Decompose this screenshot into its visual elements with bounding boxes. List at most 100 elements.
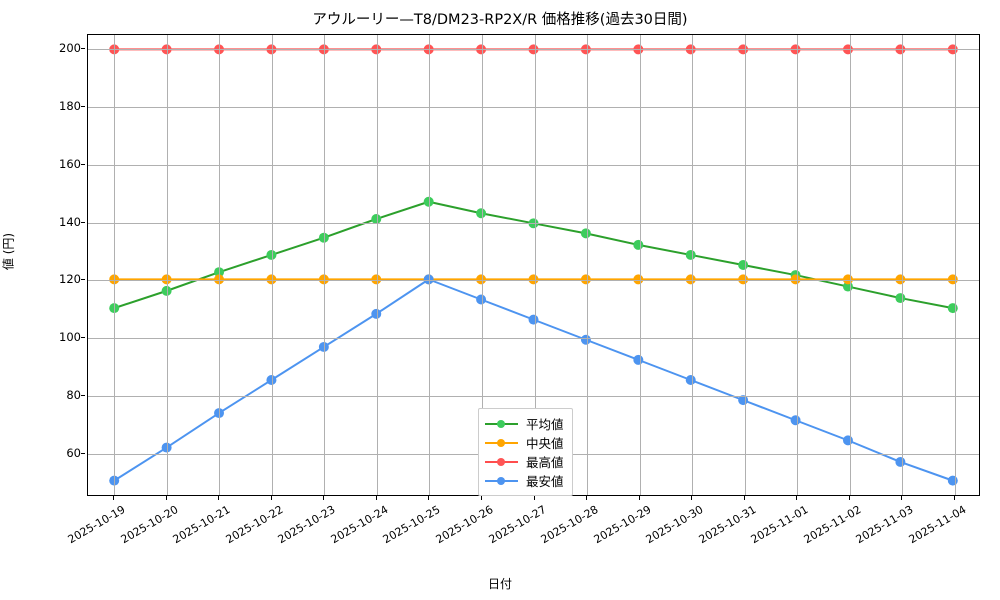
x-tick-mark: [323, 496, 325, 500]
data-point-marker: [423, 196, 434, 207]
data-point-marker: [214, 44, 225, 55]
x-gridline: [902, 35, 904, 495]
data-point-marker: [738, 260, 749, 270]
legend-label: 中央値: [526, 436, 564, 451]
legend-label: 平均値: [526, 417, 564, 432]
x-tick-mark: [113, 496, 115, 500]
x-gridline: [534, 35, 536, 495]
x-gridline: [481, 35, 483, 495]
y-tick-mark: [81, 48, 85, 50]
data-point-marker: [371, 308, 382, 319]
x-gridline: [849, 35, 851, 495]
data-point-marker: [790, 415, 801, 426]
data-point-marker: [947, 274, 958, 285]
data-point-marker: [109, 274, 120, 285]
x-gridline: [744, 35, 746, 495]
data-point-marker: [580, 274, 591, 285]
x-gridline: [797, 35, 799, 495]
data-point-marker: [842, 435, 853, 446]
y-tick-label: 180: [59, 99, 81, 114]
data-point-marker: [423, 274, 434, 285]
data-point-marker: [580, 334, 591, 345]
y-tick-mark: [81, 279, 85, 281]
legend-item[interactable]: 平均値: [485, 414, 564, 433]
x-tick-mark: [796, 496, 798, 500]
data-point-marker: [580, 44, 591, 55]
y-gridline: [88, 107, 979, 109]
data-point-marker: [266, 375, 277, 385]
x-tick-mark: [270, 496, 272, 500]
x-axis-label: 日付: [487, 577, 512, 591]
y-tick-mark: [81, 337, 85, 339]
x-gridline: [324, 35, 326, 495]
data-point-marker: [947, 475, 958, 486]
data-point-marker: [685, 274, 696, 285]
legend-swatch-icon: [485, 418, 518, 430]
data-point-marker: [214, 408, 225, 419]
legend-item[interactable]: 最安値: [485, 471, 564, 490]
data-point-marker: [109, 475, 120, 486]
legend-item[interactable]: 中央値: [485, 433, 564, 452]
x-tick-mark: [901, 496, 903, 500]
x-gridline: [639, 35, 641, 495]
x-gridline: [429, 35, 431, 495]
y-tick-label: 100: [59, 330, 81, 345]
y-tick-label: 140: [59, 214, 81, 229]
x-tick-mark: [165, 496, 167, 500]
data-point-marker: [895, 274, 906, 285]
data-point-marker: [161, 44, 172, 55]
data-point-marker: [685, 375, 696, 385]
y-gridline: [88, 395, 979, 397]
y-tick-label: 80: [66, 387, 81, 402]
data-point-marker: [161, 442, 172, 453]
y-tick-mark: [81, 106, 85, 108]
y-tick-mark: [81, 163, 85, 165]
data-point-marker: [528, 314, 539, 325]
x-gridline: [954, 35, 956, 495]
data-point-marker: [842, 274, 853, 285]
data-point-marker: [371, 44, 382, 55]
data-point-marker: [423, 44, 434, 55]
y-tick-mark: [81, 394, 85, 396]
legend-label: 最安値: [526, 474, 564, 489]
data-point-marker: [580, 228, 591, 239]
data-point-marker: [633, 44, 644, 55]
legend-label: 最高値: [526, 455, 564, 470]
y-gridline: [88, 222, 979, 224]
legend-item[interactable]: 最高値: [485, 452, 564, 471]
x-tick-mark: [428, 496, 430, 500]
chart-legend: 平均値中央値最高値最安値: [478, 408, 573, 496]
data-point-marker: [895, 293, 906, 304]
x-tick-mark: [533, 496, 535, 500]
data-point-marker: [109, 44, 120, 55]
x-tick-mark: [638, 496, 640, 500]
x-gridline: [114, 35, 116, 495]
y-tick-label: 60: [66, 445, 81, 460]
x-gridline: [587, 35, 589, 495]
data-point-marker: [895, 456, 906, 467]
legend-swatch-icon: [485, 437, 518, 449]
data-point-marker: [476, 274, 487, 285]
data-point-marker: [318, 274, 329, 285]
data-point-marker: [476, 44, 487, 55]
y-tick-mark: [81, 221, 85, 223]
data-point-marker: [633, 239, 644, 250]
data-point-marker: [266, 274, 277, 285]
data-point-marker: [214, 274, 225, 285]
data-point-marker: [266, 249, 277, 260]
data-point-marker: [214, 267, 225, 278]
chart-title: アウルーリー—T8/DM23-RP2X/R 価格推移(過去30日間): [312, 12, 688, 28]
x-tick-mark: [375, 496, 377, 500]
data-point-marker: [476, 208, 487, 219]
data-point-marker: [528, 44, 539, 55]
y-gridline: [88, 338, 979, 340]
x-tick-mark: [586, 496, 588, 500]
x-tick-mark: [218, 496, 220, 500]
data-point-marker: [528, 274, 539, 285]
x-tick-mark: [848, 496, 850, 500]
x-gridline: [376, 35, 378, 495]
y-tick-label: 160: [59, 156, 81, 171]
x-gridline: [271, 35, 273, 495]
data-point-marker: [318, 44, 329, 55]
data-point-marker: [685, 249, 696, 260]
